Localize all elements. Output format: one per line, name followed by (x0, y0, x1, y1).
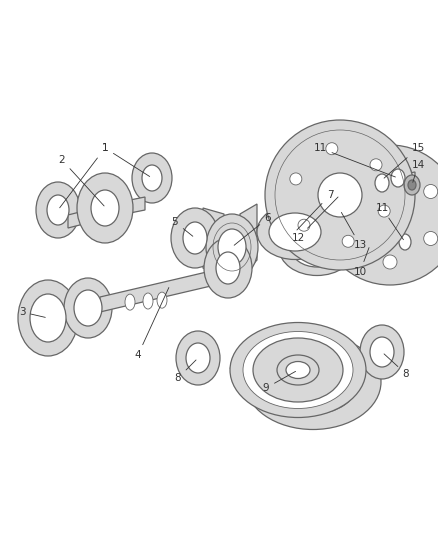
Ellipse shape (243, 332, 353, 408)
Text: 13: 13 (341, 213, 367, 250)
Ellipse shape (370, 337, 394, 367)
Circle shape (424, 184, 438, 198)
Text: 14: 14 (411, 160, 424, 182)
Ellipse shape (176, 331, 220, 385)
Circle shape (370, 195, 410, 235)
Ellipse shape (186, 343, 210, 373)
Ellipse shape (245, 335, 381, 430)
Polygon shape (100, 267, 228, 312)
Ellipse shape (360, 325, 404, 379)
Circle shape (318, 173, 362, 217)
Circle shape (370, 159, 382, 171)
Ellipse shape (204, 238, 252, 298)
Polygon shape (240, 204, 257, 279)
Circle shape (424, 231, 438, 246)
Ellipse shape (269, 213, 321, 251)
Ellipse shape (216, 252, 240, 284)
Text: 11: 11 (375, 203, 403, 240)
Ellipse shape (286, 361, 310, 378)
Ellipse shape (36, 182, 80, 238)
Ellipse shape (77, 173, 133, 243)
Text: 3: 3 (19, 307, 45, 317)
Text: 10: 10 (353, 248, 369, 277)
Ellipse shape (291, 229, 343, 267)
Ellipse shape (257, 205, 333, 260)
Circle shape (290, 173, 302, 185)
Ellipse shape (91, 190, 119, 226)
Ellipse shape (132, 153, 172, 203)
Circle shape (298, 219, 310, 231)
Circle shape (265, 120, 415, 270)
Text: 15: 15 (384, 143, 424, 178)
Ellipse shape (399, 234, 411, 250)
Text: 8: 8 (175, 360, 196, 383)
Text: 2: 2 (59, 155, 104, 206)
Text: 5: 5 (172, 217, 193, 236)
Ellipse shape (142, 165, 162, 191)
Text: 9: 9 (263, 372, 296, 393)
Ellipse shape (47, 195, 69, 225)
Text: 8: 8 (384, 354, 410, 379)
Ellipse shape (218, 229, 246, 265)
Circle shape (342, 235, 354, 247)
Text: 1: 1 (102, 143, 150, 176)
Text: 1: 1 (60, 143, 108, 208)
Circle shape (383, 255, 397, 269)
Ellipse shape (391, 169, 405, 187)
Ellipse shape (183, 222, 207, 254)
Ellipse shape (375, 174, 389, 192)
Text: 4: 4 (135, 287, 169, 360)
Ellipse shape (64, 278, 112, 338)
Circle shape (383, 161, 397, 175)
Polygon shape (203, 208, 224, 279)
Ellipse shape (125, 294, 135, 310)
Circle shape (342, 231, 356, 246)
Ellipse shape (268, 350, 358, 414)
Polygon shape (230, 368, 381, 380)
Ellipse shape (18, 280, 78, 356)
Ellipse shape (30, 294, 66, 342)
Ellipse shape (253, 338, 343, 402)
Text: 11: 11 (313, 143, 396, 177)
Ellipse shape (157, 292, 167, 308)
Circle shape (326, 143, 338, 155)
Ellipse shape (404, 175, 420, 195)
Text: 12: 12 (291, 197, 338, 243)
Ellipse shape (171, 208, 219, 268)
Ellipse shape (354, 220, 386, 260)
Polygon shape (382, 172, 415, 190)
Ellipse shape (369, 166, 395, 200)
Polygon shape (257, 230, 355, 248)
Ellipse shape (340, 202, 400, 278)
Text: 6: 6 (234, 213, 271, 245)
Polygon shape (340, 128, 390, 282)
Circle shape (320, 145, 438, 285)
Ellipse shape (277, 355, 319, 385)
Ellipse shape (230, 322, 366, 417)
Ellipse shape (206, 214, 258, 280)
Circle shape (378, 205, 390, 217)
Ellipse shape (74, 290, 102, 326)
Ellipse shape (393, 227, 417, 257)
Polygon shape (68, 197, 145, 228)
Ellipse shape (384, 160, 412, 196)
Ellipse shape (143, 293, 153, 309)
Ellipse shape (279, 221, 355, 276)
Text: 7: 7 (297, 190, 333, 230)
Circle shape (342, 184, 356, 198)
Ellipse shape (408, 180, 416, 190)
